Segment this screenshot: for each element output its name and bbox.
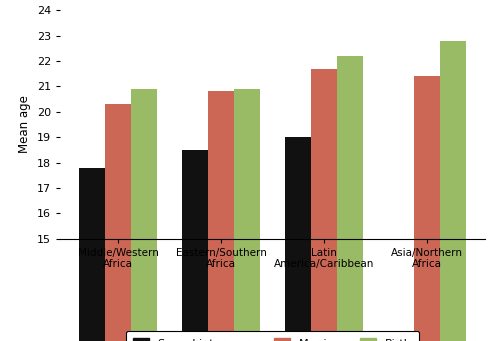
- Y-axis label: Mean age: Mean age: [18, 95, 31, 153]
- Bar: [105, 104, 131, 341]
- Bar: [311, 69, 337, 341]
- Bar: [234, 89, 260, 341]
- Bar: [286, 137, 311, 341]
- Bar: [414, 76, 440, 341]
- Bar: [131, 89, 156, 341]
- Bar: [440, 41, 466, 341]
- Bar: [337, 56, 362, 341]
- Legend: Sexual intercourse, Marriage, Birth: Sexual intercourse, Marriage, Birth: [126, 331, 419, 341]
- Bar: [80, 168, 105, 341]
- Bar: [182, 150, 208, 341]
- Bar: [208, 91, 234, 341]
